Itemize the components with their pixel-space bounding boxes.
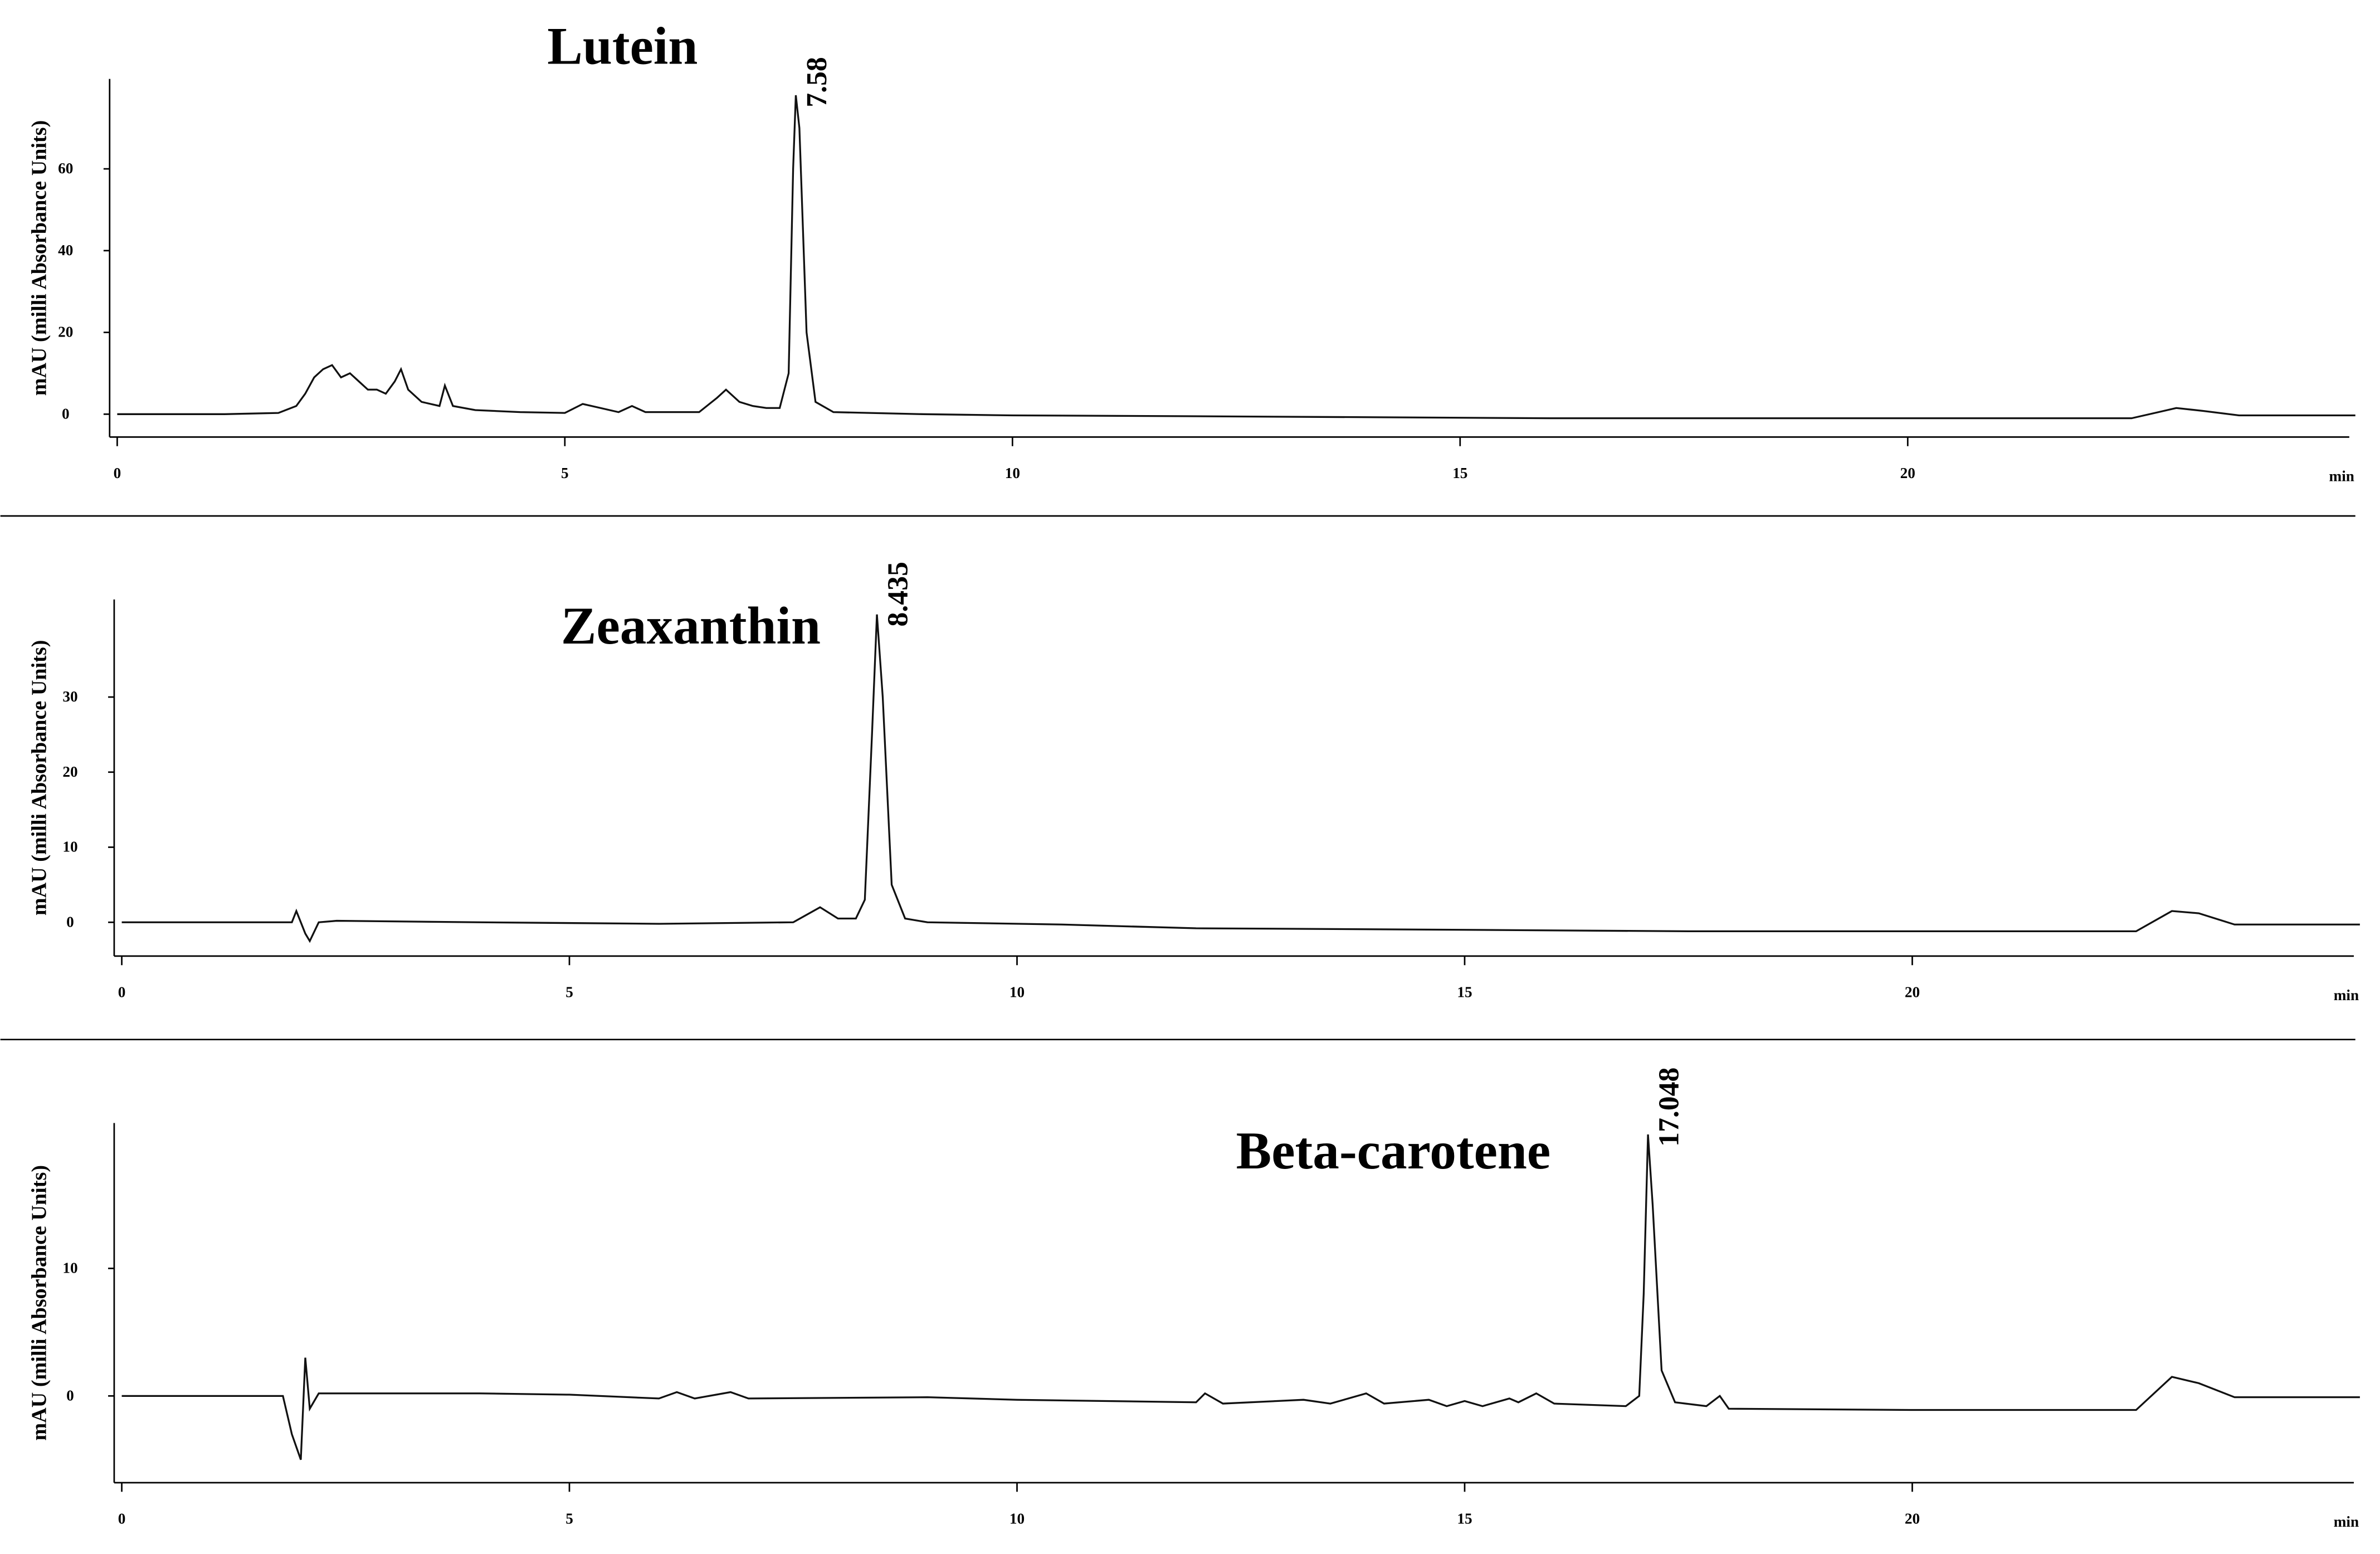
- y-tick-label: 40: [58, 242, 73, 259]
- y-tick-label: 20: [58, 324, 73, 340]
- x-tick-label: 5: [561, 465, 569, 481]
- y-tick-label: 60: [58, 160, 73, 177]
- chart-title: Lutein: [547, 16, 698, 75]
- trace: [117, 95, 2355, 420]
- x-tick-label: 20: [1905, 1511, 1920, 1527]
- x-tick-label: 20: [1905, 983, 1920, 1000]
- chart-title: Beta-carotene: [1236, 1121, 1551, 1180]
- x-tick-label: 15: [1452, 465, 1467, 481]
- y-tick-label: 10: [62, 1260, 77, 1277]
- x-tick-label: 10: [1009, 983, 1025, 1000]
- chart-title: Zeaxanthin: [561, 596, 821, 655]
- y-tick-label: 0: [62, 405, 70, 422]
- x-tick-label: 15: [1457, 983, 1472, 1000]
- y-tick-label: 0: [66, 1387, 74, 1404]
- y-axis-label: mAU (milli Absorbance Units): [27, 120, 51, 396]
- y-tick-label: 10: [62, 839, 77, 855]
- peak-label: 7.58: [801, 57, 833, 108]
- y-axis-label: mAU (milli Absorbance Units): [27, 1165, 51, 1441]
- x-tick-label: 20: [1900, 465, 1915, 481]
- x-tick-label: 0: [118, 1511, 126, 1527]
- x-axis-label: min: [2329, 467, 2354, 484]
- y-tick-label: 0: [66, 913, 74, 930]
- x-axis-label: min: [2334, 1513, 2359, 1530]
- x-tick-label: 0: [118, 983, 126, 1000]
- x-tick-label: 10: [1005, 465, 1020, 481]
- trace: [121, 614, 2360, 943]
- x-tick-label: 5: [565, 983, 573, 1000]
- x-tick-label: 15: [1457, 1511, 1472, 1527]
- peak-label: 17.048: [1654, 1068, 1685, 1147]
- peak-label: 8.435: [882, 562, 914, 626]
- y-tick-label: 30: [62, 688, 77, 705]
- x-tick-label: 0: [114, 465, 121, 481]
- y-axis-label: mAU (milli Absorbance Units): [27, 640, 51, 916]
- trace: [121, 1134, 2360, 1460]
- x-axis-label: min: [2334, 987, 2359, 1003]
- y-tick-label: 20: [62, 763, 77, 780]
- x-tick-label: 5: [565, 1511, 573, 1527]
- x-tick-label: 10: [1009, 1511, 1025, 1527]
